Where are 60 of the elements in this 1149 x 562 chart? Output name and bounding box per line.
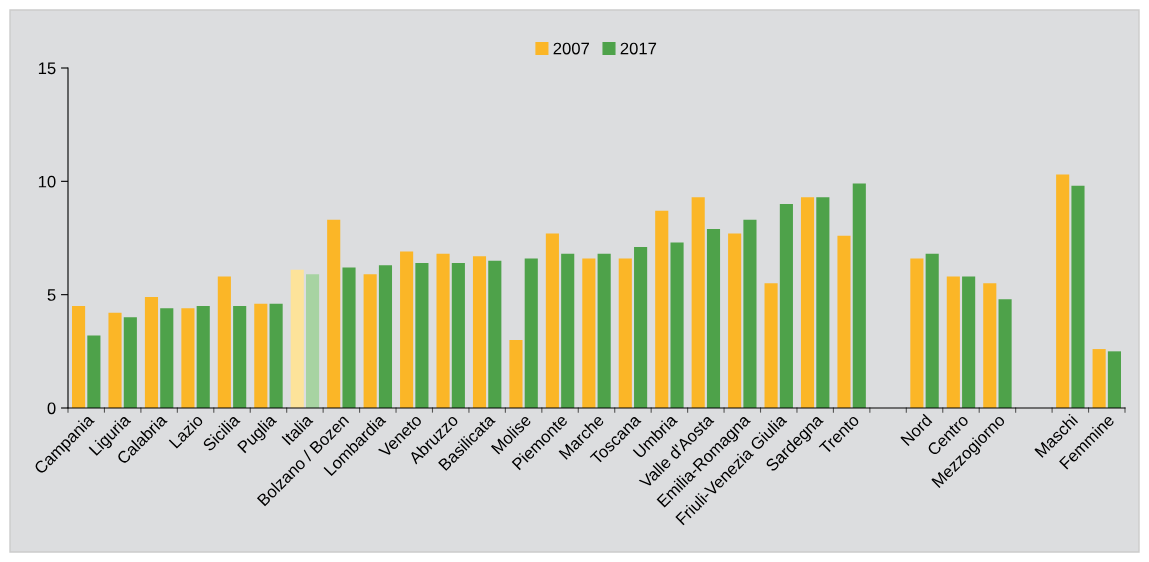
bar — [123, 317, 137, 408]
legend-label: 2017 — [620, 42, 657, 55]
legend-label: 2007 — [553, 42, 589, 55]
bar — [800, 197, 815, 408]
bar — [217, 276, 231, 408]
bar — [488, 260, 502, 408]
bar — [962, 276, 976, 408]
bar — [254, 303, 268, 408]
bar — [378, 265, 393, 408]
bar — [946, 276, 960, 408]
bar — [837, 235, 851, 408]
bar — [306, 274, 320, 408]
bar — [196, 306, 210, 408]
bar — [269, 303, 283, 408]
bar — [415, 262, 429, 408]
bar — [670, 242, 684, 408]
bar — [233, 306, 247, 408]
bar — [108, 312, 122, 408]
bar — [436, 253, 450, 408]
bar — [618, 258, 632, 408]
bar — [327, 219, 341, 408]
bar — [1107, 351, 1121, 408]
bar — [1092, 349, 1106, 408]
bar — [998, 299, 1012, 408]
bar — [706, 228, 721, 408]
bar — [634, 247, 648, 408]
bar — [472, 256, 487, 408]
bar — [816, 197, 830, 408]
bar — [524, 258, 538, 408]
bar — [1056, 174, 1070, 408]
bar — [561, 253, 575, 408]
bar — [728, 233, 742, 408]
bar — [691, 197, 705, 408]
bar — [363, 274, 377, 408]
bar — [910, 258, 924, 408]
bar — [451, 262, 465, 408]
bar — [743, 219, 757, 408]
y-tick-label: 5 — [47, 289, 56, 301]
bar — [72, 306, 86, 408]
bar — [597, 253, 611, 408]
y-tick-label: 0 — [47, 402, 56, 415]
y-tick-label: 10 — [38, 175, 56, 188]
bar — [160, 308, 174, 408]
bar — [852, 183, 866, 408]
bar — [655, 210, 669, 408]
bar — [400, 251, 414, 408]
bar — [779, 204, 793, 408]
bar — [983, 283, 997, 408]
bar — [181, 308, 195, 408]
bar — [925, 253, 939, 408]
bar — [509, 340, 523, 408]
bar — [764, 283, 778, 408]
bar — [87, 335, 101, 408]
y-tick-label: 15 — [38, 62, 56, 75]
bar — [290, 269, 304, 408]
bar — [545, 233, 559, 408]
bar — [144, 296, 159, 408]
bar — [1071, 185, 1085, 408]
bar — [342, 267, 356, 408]
bar — [582, 258, 596, 408]
